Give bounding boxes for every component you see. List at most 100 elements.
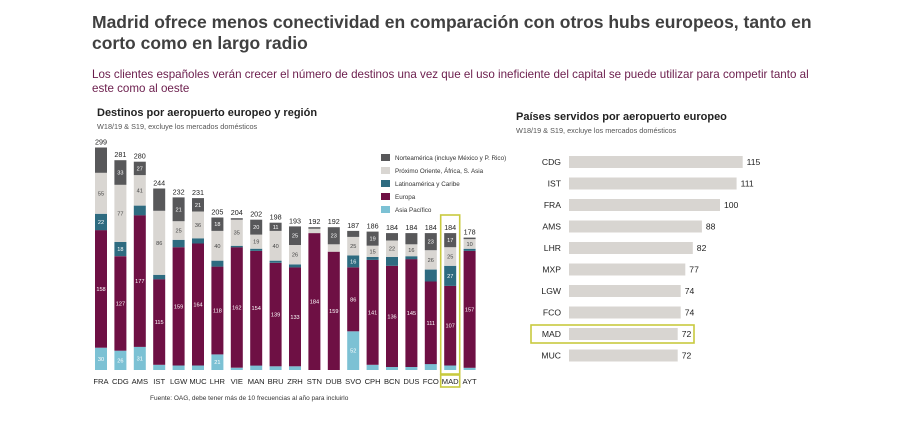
legend-swatch: [381, 154, 390, 161]
bar-seg-IST-latinoamérica: [153, 274, 166, 280]
hbar-fco: [569, 306, 681, 319]
bar-seg-CPH-norteamérica: [366, 231, 379, 246]
x-tick-label: ZRH: [287, 377, 303, 386]
bar-seg-label: 27: [447, 274, 453, 280]
bar-seg-label: 19: [369, 237, 375, 243]
bar-seg-MUC-asia: [192, 365, 204, 370]
bar-seg-SVO-asia: [347, 331, 360, 370]
bar-seg-label: 40: [214, 244, 220, 250]
left-chart-subtitle: W18/19 & S19, excluye los mercados domés…: [97, 122, 258, 131]
bar-seg-label: 107: [446, 324, 455, 330]
bar-total-label: 187: [347, 221, 359, 230]
right-chart-title: Países servidos por aeropuerto europeo: [516, 111, 727, 123]
hbar-value-label: 72: [682, 351, 692, 361]
bar-seg-MAD-próximo: [444, 247, 457, 266]
bar-seg-BCN-latinoamérica: [386, 256, 398, 266]
bar-seg-AYT-norteamérica: [463, 237, 476, 240]
bar-seg-VIE-asia: [230, 367, 243, 370]
bar-seg-label: 157: [465, 307, 474, 313]
bar-total-label: 232: [173, 187, 185, 196]
bar-seg-BRU-europa: [269, 262, 282, 367]
bar-seg-LGW-latinoamérica: [172, 239, 185, 248]
bar-seg-AMS-asia: [133, 346, 146, 370]
bar-seg-MUC-próximo: [192, 211, 204, 239]
bar-total-label: 186: [367, 222, 379, 231]
bar-total-label: 178: [464, 228, 476, 237]
bar-seg-DUS-europa: [405, 259, 418, 367]
bar-seg-IST-norteamérica: [153, 188, 166, 211]
bar-total-label: 204: [231, 208, 243, 217]
bar-seg-label: 30: [98, 357, 104, 363]
x-tick-label: FRA: [93, 377, 109, 386]
bar-seg-ZRH-europa: [289, 267, 301, 367]
bar-total-label: 299: [95, 138, 107, 147]
hbar-category-label: CDG: [542, 157, 561, 167]
bar-seg-label: 16: [408, 248, 414, 254]
legend-label: Latinoamérica y Caribe: [395, 181, 460, 188]
x-tick-label: DUS: [403, 377, 419, 386]
bar-seg-label: 41: [137, 188, 143, 194]
bar-total-label: 231: [192, 188, 204, 197]
hbar-lgw: [569, 285, 681, 297]
bar-seg-CDG-europa: [114, 256, 127, 351]
bar-seg-SVO-norteamérica: [347, 230, 360, 237]
bar-seg-DUS-asia: [405, 367, 418, 370]
bar-seg-CPH-asia: [366, 364, 379, 370]
bar-seg-LGW-norteamérica: [172, 197, 185, 222]
legend-label: Norteamérica (incluye México y P. Rico): [395, 155, 506, 162]
bar-seg-LHR-europa: [211, 266, 224, 355]
x-tick-label: DUB: [326, 377, 342, 386]
source-footnote: Fuente: OAG, debe tener más de 10 frecue…: [150, 395, 349, 402]
bar-seg-MUC-latinoamérica: [192, 238, 204, 244]
bar-seg-label: 26: [428, 258, 434, 264]
x-tick-label: CPH: [365, 377, 381, 386]
bar-seg-CDG-latinoamérica: [114, 242, 127, 257]
bar-total-label: 184: [425, 223, 437, 232]
bar-seg-label: 115: [155, 320, 164, 326]
bar-seg-FCO-próximo: [424, 250, 437, 270]
legend-swatch: [381, 193, 390, 200]
bar-seg-ZRH-asia: [289, 366, 301, 370]
bar-seg-label: 20: [253, 225, 259, 231]
bar-seg-label: 19: [253, 240, 259, 246]
bar-seg-MAD-latinoamérica: [444, 265, 457, 286]
bar-total-label: 193: [289, 216, 301, 225]
bar-seg-label: 184: [310, 300, 319, 306]
x-tick-label: AYT: [462, 377, 477, 386]
bar-seg-BRU-norteamérica: [269, 222, 282, 231]
mad-label-highlight-box: [439, 374, 461, 388]
bar-seg-CDG-asia: [114, 350, 127, 370]
x-tick-label: BCN: [384, 377, 400, 386]
bar-seg-label: 18: [117, 247, 123, 253]
bar-seg-DUB-europa: [327, 251, 340, 370]
hbar-lhr: [569, 242, 693, 254]
bar-seg-label: 177: [135, 279, 144, 285]
bar-seg-LHR-norteamérica: [211, 217, 224, 231]
bar-seg-label: 86: [156, 241, 162, 247]
bar-seg-VIE-norteamérica: [230, 218, 243, 220]
bar-seg-BRU-asia: [269, 366, 282, 370]
bar-seg-IST-próximo: [153, 210, 166, 275]
bar-seg-label: 136: [387, 314, 396, 320]
bar-seg-label: 164: [193, 303, 202, 309]
legend-swatch: [381, 167, 390, 174]
bar-seg-STN-europa: [308, 233, 321, 370]
bar-seg-AMS-norteamérica: [133, 161, 146, 176]
bar-seg-label: 26: [292, 253, 298, 259]
bar-seg-label: 23: [428, 240, 434, 246]
bar-seg-label: 17: [447, 238, 453, 244]
bar-seg-AYT-próximo: [463, 239, 476, 249]
hbar-category-label: IST: [548, 179, 562, 189]
mad-hbar-highlight-box: [530, 324, 695, 344]
bar-seg-label: 21: [175, 207, 181, 213]
hbar-value-label: 74: [685, 286, 695, 296]
bar-seg-DUB-próximo: [327, 244, 340, 252]
bar-seg-label: 159: [174, 304, 183, 310]
bar-seg-FRA-norteamérica: [95, 147, 107, 173]
bar-seg-MAD-norteamérica: [444, 233, 457, 248]
bar-seg-BCN-norteamérica: [386, 233, 398, 241]
bar-seg-label: 158: [96, 287, 105, 293]
bar-seg-label: 162: [232, 306, 241, 312]
bar-seg-SVO-próximo: [347, 236, 360, 256]
bar-seg-MAN-norteamérica: [250, 219, 263, 235]
